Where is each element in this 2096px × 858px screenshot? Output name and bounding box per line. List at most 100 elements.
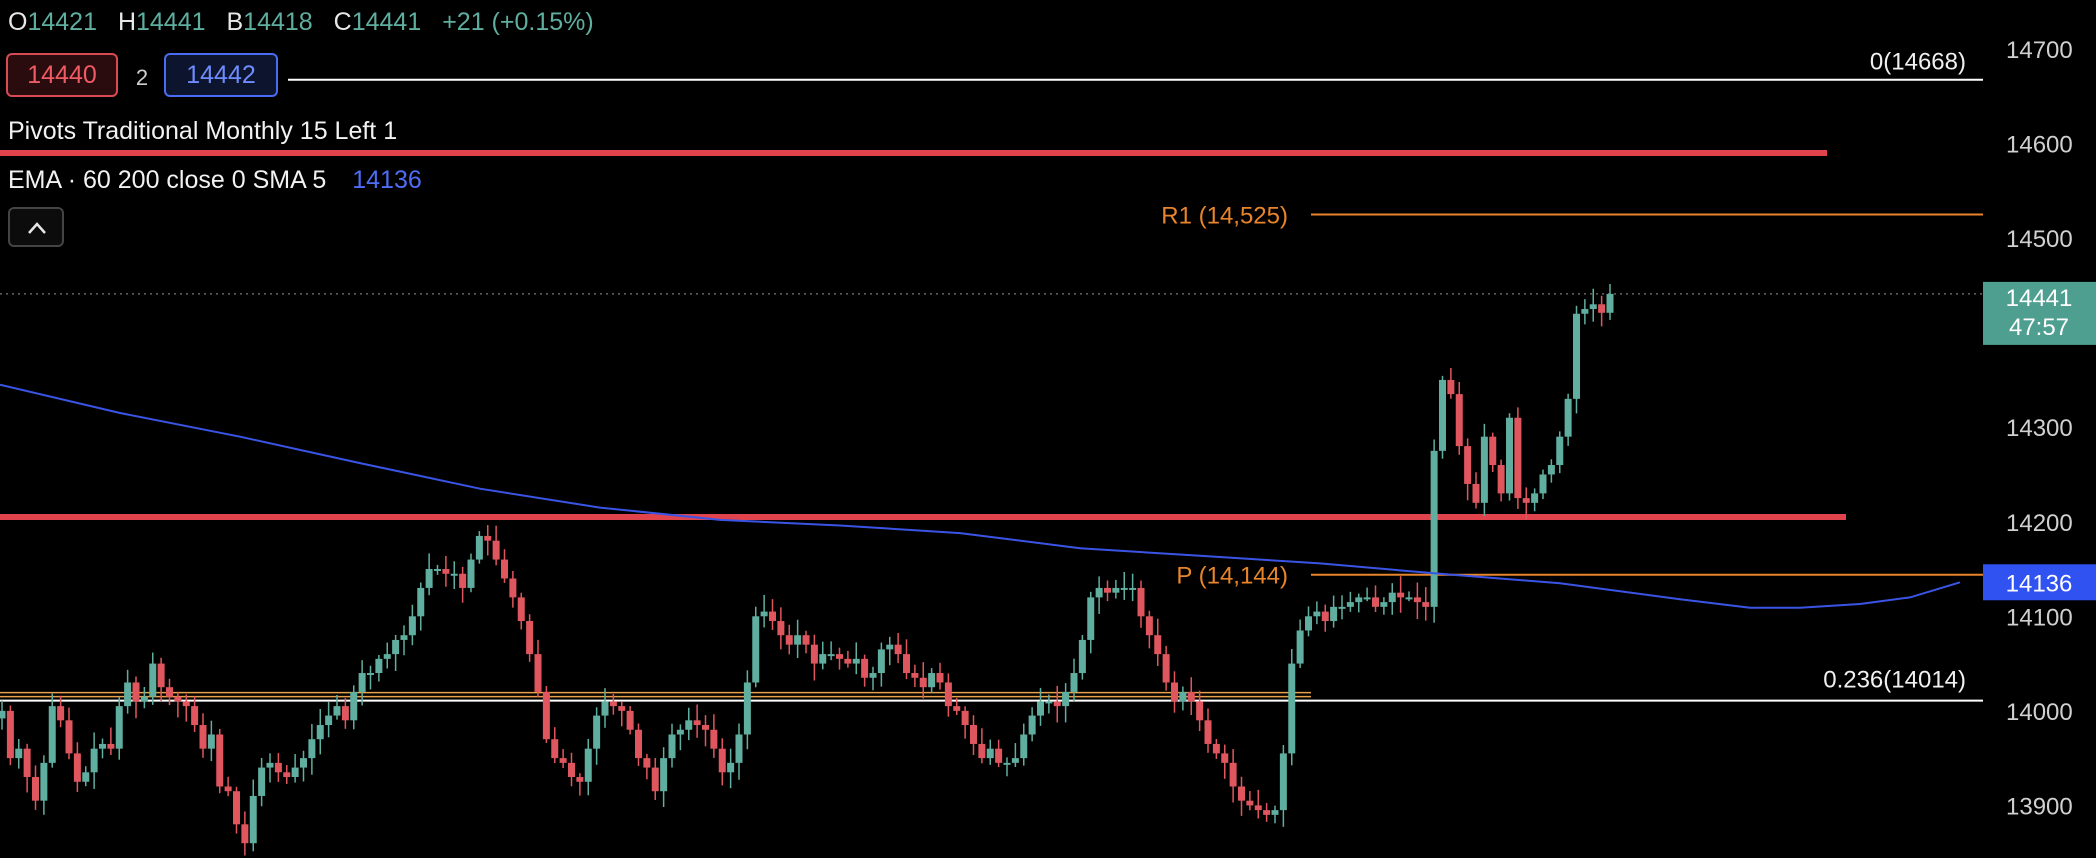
candle-body: [1506, 417, 1513, 494]
candle-body: [450, 573, 458, 576]
candle-body: [1070, 673, 1078, 692]
close-label: C: [333, 8, 352, 36]
y-tick-label: 14600: [2006, 132, 2073, 159]
candle-body: [132, 682, 140, 702]
candle-body: [1522, 498, 1530, 503]
candle-body: [1229, 762, 1237, 787]
candle-body: [1531, 493, 1539, 503]
candle-body: [191, 706, 199, 726]
candle-body: [417, 587, 425, 617]
candle-body: [861, 658, 869, 678]
candle-body: [266, 762, 274, 768]
candle-body: [73, 753, 81, 782]
candle-body: [1422, 602, 1430, 607]
candle-body: [1514, 417, 1522, 499]
candle-body: [57, 706, 65, 721]
candle-body: [576, 777, 584, 782]
candle-body: [1547, 465, 1555, 475]
candle-body: [919, 677, 927, 688]
candle-body: [1598, 304, 1606, 313]
candle-body: [1087, 597, 1095, 640]
ohlc-readout: O14421 H14441 B14418 C14441 +21 (+0.15%): [8, 8, 594, 37]
candle-body: [107, 743, 115, 749]
candle-body: [735, 734, 743, 763]
candle-body: [207, 734, 215, 749]
candle-body: [534, 654, 542, 692]
candle-body: [551, 739, 559, 759]
candle-body: [986, 748, 994, 759]
candle-body: [1045, 701, 1053, 704]
candle-body: [1346, 602, 1354, 607]
candle-body: [1447, 379, 1455, 395]
ema-indicator-row[interactable]: EMA · 60 200 close 0 SMA 5 14136: [8, 166, 422, 195]
candle-body: [1380, 602, 1388, 607]
y-tick-label: 14700: [2006, 37, 2073, 64]
candle-body: [810, 644, 818, 664]
candle-body: [1556, 436, 1564, 466]
candle-body: [1497, 465, 1505, 494]
ema-price-badge: [1983, 564, 2096, 601]
candle-body: [425, 569, 433, 588]
candle-body: [1204, 720, 1212, 744]
high-label: H: [117, 8, 136, 36]
candle-body: [501, 559, 508, 579]
candle-body: [199, 725, 207, 749]
candle-body: [1355, 597, 1363, 603]
candle-body: [1171, 682, 1178, 702]
candle-body: [1028, 715, 1036, 735]
candle-body: [400, 635, 408, 640]
candle-body: [802, 635, 810, 645]
countdown-value: 47:57: [2009, 314, 2069, 341]
candle-body: [442, 569, 450, 574]
candle-body: [341, 706, 349, 721]
y-tick-label: 14200: [2006, 510, 2073, 537]
candle-body: [1062, 691, 1070, 707]
candle-body: [944, 682, 952, 707]
ema-line: [0, 383, 1961, 609]
candle-body: [350, 691, 358, 721]
candle-body: [894, 644, 902, 655]
candle-body: [1573, 313, 1580, 399]
candle-body: [308, 739, 316, 759]
candle-body: [601, 701, 609, 716]
candle-body: [844, 658, 852, 664]
candle-body: [676, 729, 684, 735]
buy-button[interactable]: 14442: [164, 53, 278, 97]
candle-body: [769, 611, 776, 622]
fib-level-0236-label: 0.236(14014): [1823, 667, 1966, 694]
candle-body: [685, 720, 693, 730]
candle-body: [224, 786, 232, 792]
candle-body: [869, 673, 877, 678]
collapse-legend-button[interactable]: [8, 207, 64, 247]
candle-body: [1439, 379, 1446, 451]
ema-indicator-label: EMA · 60 200 close 0 SMA 5: [8, 166, 327, 194]
candle-body: [1120, 587, 1128, 590]
y-tick-label: 14100: [2006, 604, 2073, 631]
candle-body: [584, 748, 592, 782]
sell-button[interactable]: 14440: [6, 53, 118, 97]
candle-body: [291, 767, 299, 778]
candle-body: [819, 654, 827, 664]
candle-body: [174, 696, 182, 702]
candle-body: [752, 616, 760, 683]
candle-body: [693, 720, 701, 726]
pivots-indicator-label[interactable]: Pivots Traditional Monthly 15 Left 1: [8, 117, 398, 145]
candle-body: [928, 673, 936, 688]
candle-body: [1455, 394, 1463, 447]
candle-body: [1003, 762, 1011, 765]
candle-body: [1397, 592, 1405, 598]
candle-body: [316, 725, 324, 740]
y-tick-label: 14300: [2006, 415, 2073, 442]
candle-body: [333, 706, 341, 716]
candle-body: [182, 701, 190, 707]
candle-body: [911, 673, 919, 678]
candle-body: [517, 597, 525, 622]
candle-body: [1179, 691, 1187, 702]
candle-body: [1288, 663, 1296, 754]
candle-body: [1388, 592, 1396, 603]
candle-body: [1338, 606, 1346, 609]
candle-body: [1221, 753, 1229, 763]
candle-body: [1296, 630, 1304, 664]
last-price-badge: [1983, 281, 2096, 345]
